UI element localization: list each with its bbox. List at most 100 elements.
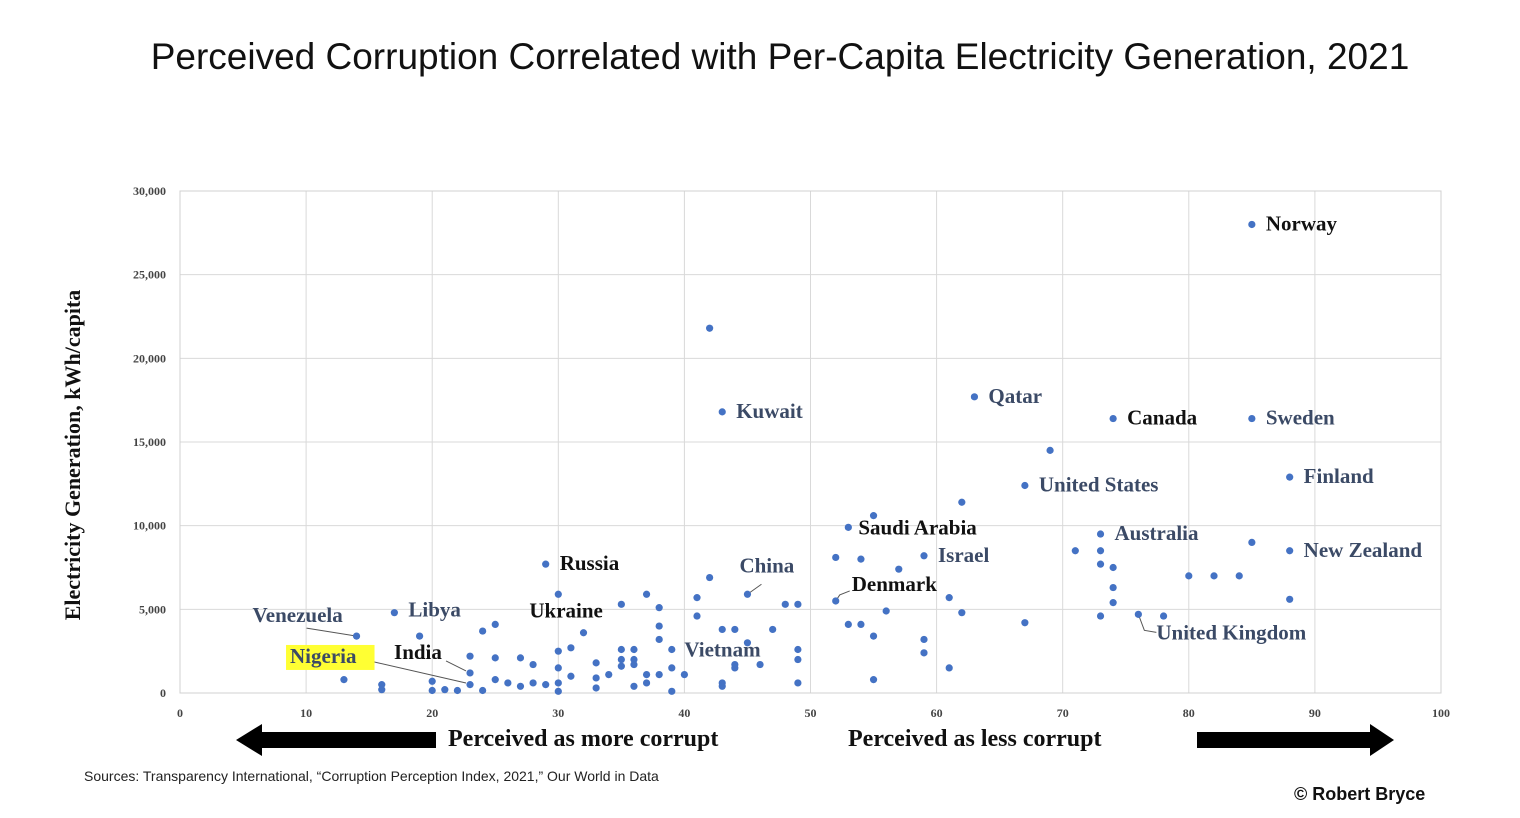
- data-point: [731, 664, 739, 672]
- data-point: [516, 682, 525, 690]
- x-tick-label: 50: [805, 706, 817, 720]
- x-tick-label: 100: [1432, 706, 1450, 720]
- data-point: [869, 632, 878, 640]
- data-point: [1134, 610, 1142, 618]
- data-point: [668, 687, 676, 695]
- data-point: [832, 597, 840, 605]
- data-point: [479, 627, 487, 635]
- point-label: Kuwait: [736, 399, 803, 423]
- data-point: [529, 660, 537, 669]
- data-point: [630, 682, 638, 690]
- data-point: [680, 670, 689, 679]
- data-point: [1096, 560, 1105, 568]
- point-label: Israel: [938, 543, 989, 567]
- data-point: [1109, 599, 1117, 607]
- copyright: © Robert Bryce: [1294, 784, 1426, 804]
- data-point: [794, 679, 802, 687]
- data-point: [642, 590, 651, 598]
- data-point: [1096, 547, 1105, 555]
- data-point: [945, 664, 953, 672]
- data-point: [617, 662, 625, 670]
- data-point: [706, 324, 714, 332]
- data-point: [579, 629, 588, 637]
- leader-lines: [306, 583, 1157, 684]
- point-label: China: [739, 553, 794, 577]
- data-point: [1235, 572, 1243, 580]
- data-point: [1109, 563, 1117, 572]
- point-label: Qatar: [988, 384, 1042, 408]
- data-point: [605, 670, 613, 679]
- data-point: [617, 655, 625, 664]
- data-point: [617, 645, 625, 654]
- data-point: [479, 686, 487, 695]
- data-point: [491, 620, 499, 628]
- data-point: [882, 607, 890, 615]
- data-point: [592, 659, 600, 667]
- point-label: India: [394, 640, 442, 664]
- data-point: [832, 553, 840, 562]
- data-point: [516, 654, 525, 662]
- data-point: [378, 686, 386, 694]
- y-tick-label: 5,000: [139, 602, 166, 616]
- data-point: [567, 672, 575, 680]
- data-point: [554, 687, 562, 695]
- nigeria-highlight: [286, 644, 375, 670]
- data-point: [466, 681, 474, 689]
- data-point: [554, 679, 562, 687]
- data-point: [491, 676, 499, 684]
- x-tick-label: 60: [931, 706, 943, 720]
- x-tick-label: 70: [1057, 706, 1069, 720]
- point-label: Venezuela: [253, 603, 344, 627]
- y-tick-labels: 0 5,000 10,000 15,000 20,000 25,000 30,000: [133, 184, 166, 700]
- point-label: Nigeria: [290, 644, 357, 668]
- data-point: [1046, 446, 1054, 454]
- data-point: [655, 604, 663, 612]
- point-label: Finland: [1304, 464, 1374, 488]
- data-point: [857, 620, 865, 628]
- data-point: [794, 655, 802, 664]
- point-label: Russia: [560, 551, 620, 575]
- data-point: [1109, 414, 1117, 423]
- data-point: [617, 600, 625, 608]
- data-point: [794, 645, 802, 654]
- point-label: Vietnam: [684, 637, 761, 661]
- chart-title: Perceived Corruption Correlated with Per…: [150, 36, 1410, 77]
- data-point: [415, 632, 424, 640]
- data-point: [642, 670, 651, 679]
- data-point: [794, 600, 802, 608]
- data-point: [895, 565, 903, 573]
- data-point: [441, 686, 449, 694]
- point-label: Canada: [1127, 406, 1198, 430]
- point-label: Libya: [408, 598, 461, 622]
- point-label: United States: [1039, 473, 1159, 497]
- leader-line: [306, 627, 357, 637]
- point-label: New Zealand: [1304, 538, 1423, 562]
- data-point: [958, 609, 966, 617]
- data-point: [920, 635, 928, 644]
- data-point: [1286, 595, 1294, 603]
- data-point: [567, 644, 575, 652]
- y-tick-label: 25,000: [133, 268, 166, 282]
- data-point: [655, 635, 663, 644]
- data-point: [592, 674, 600, 682]
- data-point: [1071, 547, 1079, 555]
- data-point: [542, 681, 550, 689]
- point-label: Sweden: [1266, 406, 1335, 430]
- data-point: [920, 552, 928, 560]
- source-note: Sources: Transparency International, “Co…: [84, 768, 659, 784]
- data-point: [1021, 619, 1029, 627]
- data-point: [554, 590, 562, 598]
- x-tick-label: 0: [177, 706, 183, 720]
- data-point: [1185, 572, 1193, 580]
- data-point: [655, 622, 663, 630]
- data-point: [970, 393, 979, 401]
- data-point: [857, 555, 865, 563]
- x-tick-label: 30: [552, 706, 564, 720]
- y-tick-label: 15,000: [133, 435, 166, 449]
- grid: [179, 190, 1442, 694]
- data-point: [718, 408, 726, 416]
- left-arrow-icon: [236, 724, 436, 756]
- data-point: [1109, 583, 1117, 592]
- x-tick-label: 20: [426, 706, 438, 720]
